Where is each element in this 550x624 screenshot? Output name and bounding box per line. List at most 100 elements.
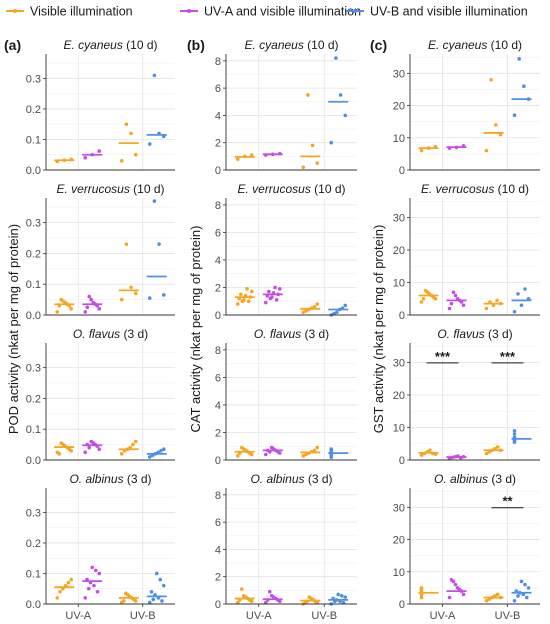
y-tick-label: 0.1 bbox=[26, 134, 41, 146]
y-tick-label: 8 bbox=[215, 345, 221, 357]
y-tick-label: 30 bbox=[393, 502, 405, 514]
subplot-title: E. cyaneus (10 d) bbox=[63, 38, 157, 52]
data-point bbox=[157, 242, 161, 246]
data-point bbox=[119, 452, 124, 456]
y-tick-label: 0 bbox=[399, 310, 405, 322]
data-point bbox=[341, 600, 346, 605]
y-tick-label: 30 bbox=[393, 68, 405, 80]
data-point bbox=[526, 586, 531, 590]
data-point bbox=[273, 285, 277, 290]
data-point bbox=[239, 445, 244, 450]
species-name: E. cyaneus bbox=[63, 38, 122, 52]
data-point bbox=[147, 455, 152, 459]
species-name: E. verrucosus bbox=[56, 182, 129, 196]
y-tick-label: 0 bbox=[215, 455, 221, 467]
data-point bbox=[315, 445, 320, 450]
y-tick-label: 0 bbox=[215, 310, 221, 322]
y-tick-label: 8 bbox=[215, 56, 221, 68]
y-tick-label: 0 bbox=[399, 455, 405, 467]
data-point bbox=[522, 84, 526, 89]
data-point bbox=[315, 302, 320, 306]
subplot-title: E. verrucosus (10 d) bbox=[421, 182, 529, 196]
data-point bbox=[329, 140, 334, 145]
duration-label: (3 d) bbox=[120, 327, 148, 341]
species-name: E. cyaneus bbox=[428, 38, 487, 52]
y-tick-label: 20 bbox=[393, 535, 405, 547]
data-point bbox=[235, 157, 240, 161]
data-group bbox=[262, 151, 283, 157]
species-name: O. albinus bbox=[434, 472, 488, 486]
data-point bbox=[512, 428, 517, 433]
data-point bbox=[147, 142, 152, 146]
y-tick-label: 2 bbox=[215, 572, 221, 584]
data-group bbox=[118, 122, 139, 163]
data-point bbox=[339, 594, 344, 598]
species-name: O. flavus bbox=[73, 327, 120, 341]
data-point bbox=[517, 57, 521, 61]
data-point bbox=[312, 448, 317, 453]
data-point bbox=[519, 303, 524, 308]
data-point bbox=[55, 310, 60, 314]
significance-marker: ** bbox=[491, 494, 524, 509]
duration-label: (10 d) bbox=[304, 38, 339, 52]
data-point bbox=[343, 303, 348, 308]
subplot-title: E. verrucosus (10 d) bbox=[237, 182, 345, 196]
data-point bbox=[449, 578, 454, 582]
data-point bbox=[524, 595, 529, 600]
data-point bbox=[268, 296, 273, 301]
subplot: E. verrucosus (10 d) 0 10 20 30 bbox=[393, 182, 540, 322]
data-point bbox=[307, 595, 312, 599]
y-tick-label: 0 bbox=[215, 165, 221, 177]
y-axis-label: GST activity (nkat per mg of protein) bbox=[371, 225, 386, 434]
data-point bbox=[423, 288, 428, 293]
data-group bbox=[118, 439, 139, 456]
data-group bbox=[146, 73, 167, 146]
panels: (a) POD activity (nkat per mg of protein)… bbox=[4, 37, 540, 622]
data-point bbox=[447, 595, 452, 600]
data-point bbox=[147, 296, 152, 300]
y-tick-label: 4 bbox=[215, 255, 221, 267]
data-group bbox=[54, 577, 75, 600]
data-point bbox=[516, 292, 520, 296]
y-tick-label: 0.0 bbox=[26, 165, 41, 177]
legend-item: UV-A and visible illumination bbox=[180, 5, 361, 19]
subplot: E. cyaneus (10 d) 0.0 0.1 0.2 0.3 bbox=[26, 38, 175, 177]
y-tick-label: 4 bbox=[215, 400, 221, 412]
data-point bbox=[249, 289, 254, 294]
y-tick-label: 20 bbox=[393, 245, 405, 257]
data-point bbox=[92, 583, 96, 588]
data-point bbox=[154, 571, 159, 576]
data-group bbox=[418, 586, 439, 600]
data-point bbox=[124, 122, 129, 127]
data-point bbox=[121, 599, 126, 603]
data-point bbox=[129, 131, 133, 136]
data-group bbox=[146, 199, 167, 300]
data-point bbox=[267, 289, 271, 294]
data-group bbox=[328, 303, 349, 317]
x-tick-label: UV-B bbox=[130, 610, 156, 622]
subplot: E. verrucosus (10 d) 0.0 0.1 0.2 0.3 bbox=[26, 182, 175, 322]
subplot: E. cyaneus (10 d) 0 2 4 6 8 bbox=[215, 38, 357, 177]
species-name: O. flavus bbox=[254, 327, 301, 341]
y-tick-label: 6 bbox=[215, 227, 221, 239]
data-group bbox=[262, 589, 283, 605]
subplot-title: E. cyaneus (10 d) bbox=[428, 38, 522, 52]
data-point bbox=[453, 582, 458, 587]
data-point bbox=[159, 448, 163, 453]
data-group bbox=[82, 294, 103, 314]
data-group bbox=[483, 592, 504, 603]
subplot: E. cyaneus (10 d) 0 10 20 30 bbox=[393, 38, 540, 177]
data-point bbox=[119, 159, 124, 163]
legend-item: UV-B and visible illumination bbox=[346, 5, 528, 19]
data-group bbox=[54, 441, 75, 456]
data-point bbox=[57, 452, 62, 456]
species-name: E. verrucosus bbox=[421, 182, 494, 196]
data-point bbox=[419, 586, 424, 590]
data-point bbox=[512, 598, 517, 603]
y-tick-label: 2 bbox=[215, 138, 221, 150]
data-point bbox=[59, 441, 64, 445]
data-point bbox=[151, 597, 156, 602]
y-tick-label: 0.1 bbox=[26, 279, 41, 291]
data-point bbox=[87, 445, 92, 450]
data-point bbox=[512, 309, 517, 314]
